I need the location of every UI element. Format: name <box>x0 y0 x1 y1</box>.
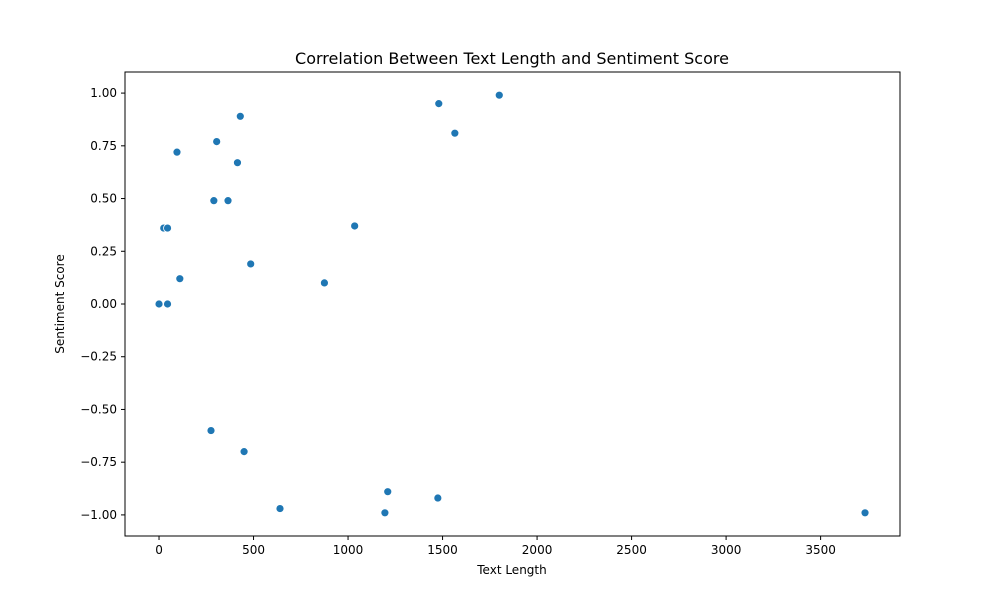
data-point <box>860 508 870 518</box>
x-axis-label: Text Length <box>476 563 546 577</box>
data-points <box>154 90 870 518</box>
y-tick-label: 0.00 <box>90 297 117 311</box>
data-point <box>154 299 164 309</box>
data-point <box>235 111 245 121</box>
chart-title: Correlation Between Text Length and Sent… <box>295 49 729 68</box>
data-point <box>223 196 233 206</box>
y-tick-label: −0.50 <box>80 402 117 416</box>
x-axis: 0 500 1000 1500 2000 2500 3000 3500 <box>155 536 836 557</box>
data-point <box>163 299 172 309</box>
x-tick-label: 3000 <box>711 543 742 557</box>
data-point <box>172 147 182 157</box>
y-tick-label: 0.25 <box>90 244 117 258</box>
data-point <box>350 221 360 231</box>
plot-frame <box>124 71 901 537</box>
data-point <box>239 447 249 457</box>
x-tick-label: 1500 <box>427 543 458 557</box>
y-axis-label: Sentiment Score <box>53 254 67 353</box>
data-point <box>212 137 222 147</box>
y-tick-label: 0.75 <box>90 139 117 153</box>
y-tick-label: 1.00 <box>90 86 117 100</box>
y-tick-label: 0.50 <box>90 192 117 206</box>
y-tick-label: −0.75 <box>80 455 117 469</box>
data-point <box>206 426 216 435</box>
x-tick-label: 3500 <box>805 543 836 557</box>
data-point <box>450 128 460 138</box>
data-point <box>163 223 172 233</box>
data-point <box>383 487 393 497</box>
data-point <box>433 493 443 503</box>
y-axis: −1.00 −0.75 −0.50 −0.25 0.00 0.25 0.50 0.75 1.00 <box>80 86 125 522</box>
x-tick-label: 0 <box>155 543 163 557</box>
data-point <box>246 259 256 269</box>
x-tick-label: 2500 <box>616 543 647 557</box>
data-point <box>434 99 444 109</box>
data-point <box>494 90 504 100</box>
y-tick-label: −1.00 <box>80 508 117 522</box>
x-tick-label: 500 <box>242 543 265 557</box>
x-tick-label: 1000 <box>333 543 364 557</box>
data-point <box>175 274 185 284</box>
y-tick-label: −0.25 <box>80 350 117 364</box>
data-point <box>320 278 329 288</box>
data-point <box>380 508 390 518</box>
data-point <box>275 504 285 513</box>
data-point <box>209 196 219 206</box>
x-tick-label: 2000 <box>522 543 553 557</box>
data-point <box>233 158 242 168</box>
